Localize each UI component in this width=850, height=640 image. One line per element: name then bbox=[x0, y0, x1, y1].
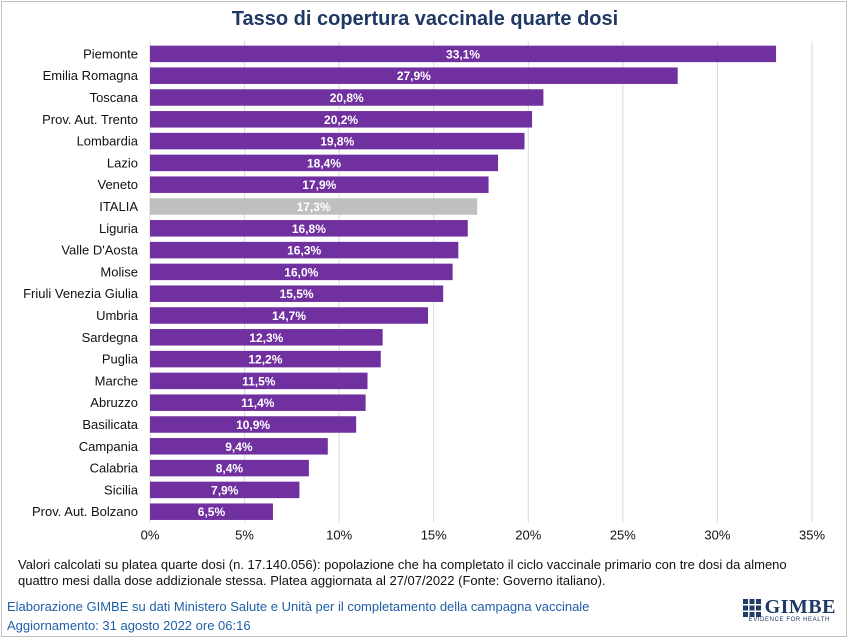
category-label: Basilicata bbox=[82, 417, 138, 432]
bar-chart: 0% 5% 10% 15% 20% 25% 30% 35% Piemonte 33,1% Emili… bbox=[23, 41, 825, 543]
bar bbox=[150, 372, 368, 390]
value-label: 9,4% bbox=[225, 440, 253, 454]
footnote-line-1: Valori calcolati su platea quarte dosi (… bbox=[18, 557, 787, 572]
category-label: Sardegna bbox=[82, 330, 139, 345]
x-tick-label: 0% bbox=[141, 528, 160, 543]
value-label: 15,5% bbox=[280, 287, 314, 301]
category-label: Campania bbox=[79, 439, 139, 454]
logo-grid-icon bbox=[742, 598, 761, 617]
value-label: 6,5% bbox=[198, 505, 226, 519]
bar bbox=[150, 111, 533, 128]
bar bbox=[150, 459, 309, 477]
value-label: 12,2% bbox=[248, 353, 282, 367]
bar bbox=[150, 307, 429, 324]
category-label: Abruzzo bbox=[90, 395, 138, 410]
category-label: Friuli Venezia Giulia bbox=[23, 286, 139, 301]
chart-title: Tasso di copertura vaccinale quarte dosi bbox=[231, 8, 619, 30]
bar bbox=[150, 481, 300, 499]
value-label: 16,3% bbox=[287, 244, 321, 258]
logo-tagline: EVIDENCE FOR HEALTH bbox=[748, 617, 830, 623]
value-label: 27,9% bbox=[397, 69, 431, 83]
bar bbox=[150, 394, 366, 411]
bar bbox=[150, 67, 678, 84]
category-label: Lombardia bbox=[77, 134, 139, 149]
value-label: 17,9% bbox=[302, 178, 336, 192]
bar bbox=[150, 198, 478, 215]
value-label: 19,8% bbox=[320, 135, 354, 149]
value-label: 33,1% bbox=[446, 47, 480, 61]
category-label: Prov. Aut. Trento bbox=[42, 112, 138, 127]
footnote: Valori calcolati su platea quarte dosi (… bbox=[18, 557, 818, 589]
value-label: 18,4% bbox=[307, 156, 341, 170]
x-tick-label: 5% bbox=[235, 528, 254, 543]
bar bbox=[150, 132, 525, 150]
category-label: Toscana bbox=[90, 90, 139, 105]
category-label: Sicilia bbox=[104, 482, 139, 497]
value-label: 10,9% bbox=[236, 418, 270, 432]
category-label: Valle D'Aosta bbox=[61, 243, 138, 258]
x-tick-label: 35% bbox=[799, 528, 825, 543]
category-label: Calabria bbox=[90, 461, 139, 476]
bar bbox=[150, 329, 383, 346]
bar bbox=[150, 503, 273, 520]
value-label: 8,4% bbox=[216, 462, 244, 476]
value-label: 11,5% bbox=[242, 374, 276, 388]
value-label: 11,4% bbox=[241, 396, 275, 410]
x-tick-label: 10% bbox=[326, 528, 352, 543]
bar bbox=[150, 220, 468, 237]
category-label: Puglia bbox=[102, 352, 139, 367]
category-label: Piemonte bbox=[83, 46, 138, 61]
value-label: 16,0% bbox=[284, 265, 318, 279]
value-label: 14,7% bbox=[272, 309, 306, 323]
update-line: Aggiornamento: 31 agosto 2022 ore 06:16 bbox=[7, 618, 251, 633]
bar bbox=[150, 438, 328, 455]
category-label: ITALIA bbox=[99, 199, 138, 214]
category-label: Veneto bbox=[98, 177, 139, 192]
value-label: 16,8% bbox=[292, 222, 326, 236]
category-label: Marche bbox=[95, 373, 138, 388]
bar bbox=[150, 416, 357, 433]
bar bbox=[150, 176, 489, 193]
x-tick-label: 30% bbox=[704, 528, 730, 543]
x-tick-label: 25% bbox=[610, 528, 636, 543]
category-label: Lazio bbox=[107, 155, 138, 170]
value-label: 12,3% bbox=[249, 331, 283, 345]
logo-name: GIMBE bbox=[764, 596, 836, 618]
value-label: 17,3% bbox=[297, 200, 331, 214]
bar bbox=[150, 285, 444, 302]
bar bbox=[150, 89, 544, 106]
category-label: Liguria bbox=[99, 221, 139, 236]
bar bbox=[150, 241, 459, 259]
x-tick-label: 20% bbox=[515, 528, 541, 543]
bar bbox=[150, 45, 777, 63]
category-label: Prov. Aut. Bolzano bbox=[32, 504, 138, 519]
credit-line-1: Elaborazione GIMBE su dati Ministero Sal… bbox=[7, 599, 590, 614]
category-label: Molise bbox=[100, 264, 138, 279]
category-label: Umbria bbox=[96, 308, 139, 323]
bar bbox=[150, 350, 381, 368]
value-label: 20,2% bbox=[324, 113, 358, 127]
value-label: 7,9% bbox=[211, 483, 239, 497]
gimbe-logo: GIMBE EVIDENCE FOR HEALTH bbox=[742, 596, 836, 623]
credit: Elaborazione GIMBE su dati Ministero Sal… bbox=[7, 597, 589, 635]
footnote-line-2: quattro mesi dalla dose addizionale stes… bbox=[18, 573, 606, 588]
category-label: Emilia Romagna bbox=[43, 68, 139, 83]
value-label: 20,8% bbox=[330, 91, 364, 105]
x-tick-label: 15% bbox=[421, 528, 447, 543]
bar bbox=[150, 263, 453, 281]
bar bbox=[150, 154, 499, 172]
